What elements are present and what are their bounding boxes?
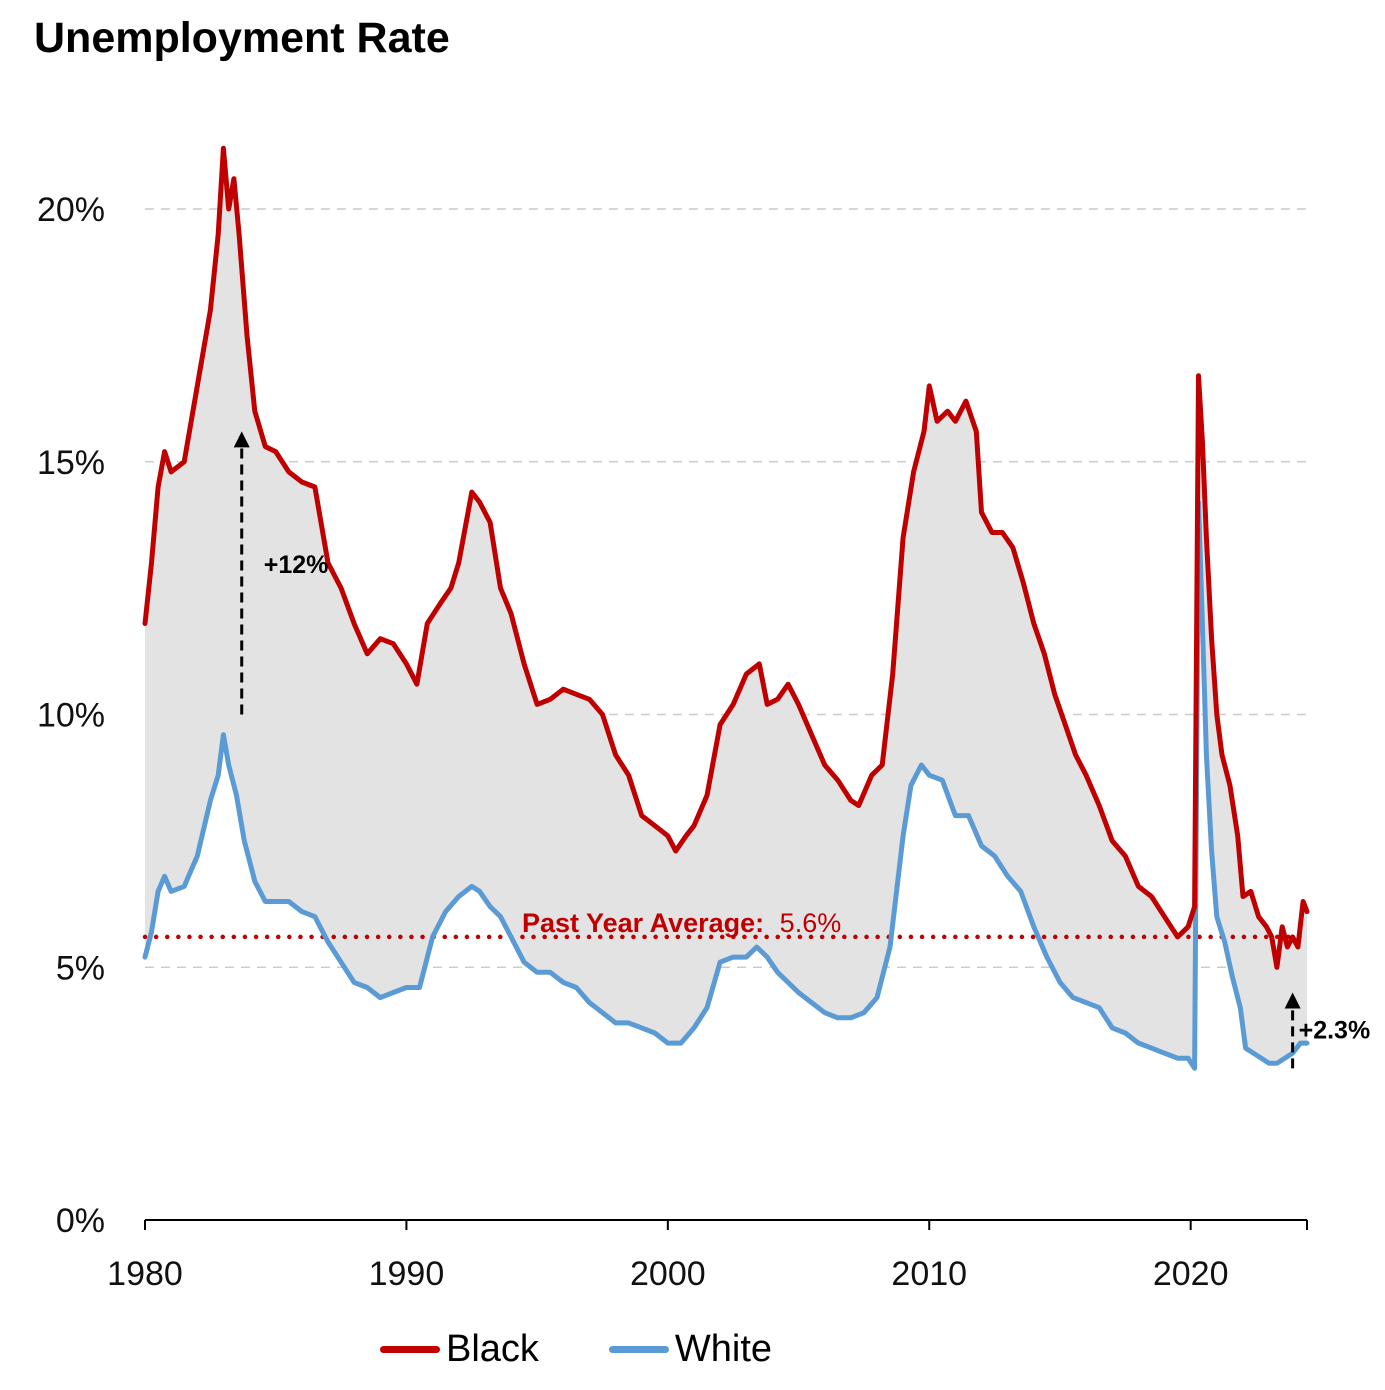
x-tick-label: 2020 bbox=[1153, 1255, 1229, 1293]
legend-item-white: White bbox=[608, 1328, 773, 1371]
y-tick-label: 0% bbox=[56, 1202, 105, 1240]
annotation-arrowhead bbox=[233, 431, 250, 448]
legend: Black White bbox=[380, 1328, 842, 1371]
annotation-arrowhead bbox=[1284, 992, 1301, 1009]
series-line-black bbox=[142, 145, 1310, 970]
past-year-average-label: Past Year Average: 5.6% bbox=[522, 908, 841, 938]
y-tick-label: 15% bbox=[37, 444, 105, 482]
chart-title: Unemployment Rate bbox=[34, 14, 450, 62]
x-tick-label: 2000 bbox=[630, 1255, 706, 1293]
y-tick-label: 20% bbox=[37, 191, 105, 229]
y-tick-label: 10% bbox=[37, 697, 105, 735]
past-year-average-title: Past Year Average: bbox=[522, 908, 764, 938]
x-tick-label: 1990 bbox=[369, 1255, 445, 1293]
legend-label-black: Black bbox=[446, 1328, 539, 1370]
legend-swatch-white bbox=[608, 1346, 669, 1353]
annotation-label: +2.3% bbox=[1299, 1016, 1371, 1044]
legend-label-white: White bbox=[674, 1328, 773, 1370]
gap-fill-area bbox=[145, 148, 1307, 1069]
y-axis-labels: 0% 5% 10% 15% 20% bbox=[37, 191, 105, 1240]
gap-annotations: +12% +2.3% bbox=[233, 431, 1371, 1069]
past-year-average-value: 5.6% bbox=[780, 908, 842, 938]
x-tick-label: 2010 bbox=[891, 1255, 967, 1293]
legend-swatch-black bbox=[380, 1346, 440, 1353]
legend-item-black: Black bbox=[380, 1328, 539, 1371]
x-axis: 1980 1990 2000 2010 2020 bbox=[107, 1219, 1308, 1293]
series-lines bbox=[142, 145, 1310, 1071]
x-tick-label: 1980 bbox=[107, 1255, 183, 1293]
annotation-label: +12% bbox=[264, 551, 329, 579]
y-tick-label: 5% bbox=[56, 949, 105, 987]
series-line-white bbox=[142, 499, 1310, 1071]
